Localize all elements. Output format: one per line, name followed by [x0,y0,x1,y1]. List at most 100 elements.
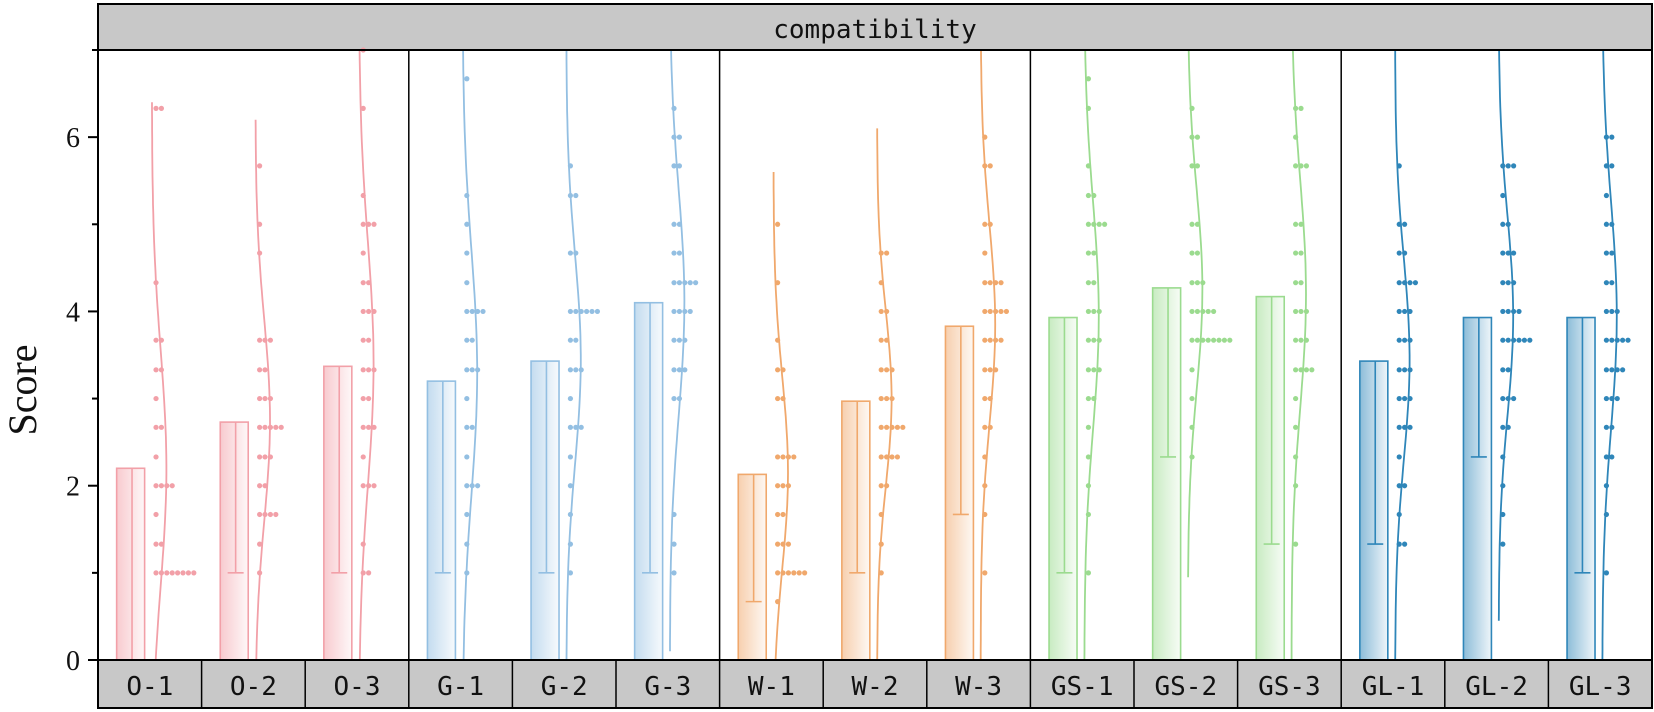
data-point [682,367,688,373]
data-point [257,337,263,343]
data-point [1396,454,1402,460]
data-point [1298,367,1304,373]
bar [1566,316,1596,661]
data-point [1091,250,1097,256]
category-label: W-3 [955,672,1002,702]
data-point [1402,221,1408,227]
data-point [464,570,470,576]
data-point [676,134,683,140]
data-point [878,483,884,489]
data-point [1293,367,1299,373]
bar [219,421,250,661]
data-point [1189,280,1195,286]
category-label: G-2 [541,672,588,702]
data-point [1227,337,1233,343]
data-point [1102,221,1108,227]
data-point [1003,308,1010,315]
category-label: O-1 [126,672,173,702]
data-point [1298,250,1304,256]
data-point [671,134,677,140]
data-point [1500,280,1506,286]
data-point [1603,134,1610,140]
data-point [1500,395,1506,402]
data-point [464,250,470,256]
category-label: O-2 [230,672,277,702]
data-point [1085,192,1092,199]
data-point [1194,221,1201,227]
data-point [257,541,263,547]
data-point [1609,134,1615,140]
data-point [153,454,159,460]
bar [737,473,768,661]
data-point [993,308,999,315]
data-point [982,367,988,373]
data-point [775,541,781,547]
data-point [567,511,574,518]
data-point [164,483,170,489]
data-point [884,337,890,343]
bar [841,400,871,661]
data-point [1402,367,1408,373]
data-point [884,483,890,489]
data-point [573,424,579,430]
data-point [1396,395,1402,402]
bar [1048,316,1078,661]
data-point [1293,395,1299,402]
title-strip [97,3,1653,51]
data-point [1407,424,1413,430]
data-point [987,163,993,169]
data-point [780,541,786,547]
data-point [1085,424,1092,430]
data-point [153,541,159,547]
data-point [780,570,786,576]
data-point [257,221,263,227]
data-point [360,105,366,111]
data-point [982,280,988,286]
data-point [1396,424,1402,430]
data-point [567,367,574,373]
bar [633,301,664,661]
data-point [671,337,677,343]
data-point [464,454,470,460]
data-point [987,280,993,286]
data-point [1189,337,1195,343]
data-point [1221,337,1228,343]
data-point [366,221,372,227]
data-point [1293,280,1299,286]
data-point [1603,395,1610,402]
data-point [1396,367,1402,373]
data-point [1298,337,1304,343]
data-point [671,250,677,256]
data-point [1298,280,1304,286]
data-point [1091,395,1097,402]
data-point [982,511,988,518]
data-point [982,395,988,402]
data-point [164,570,170,576]
data-point [1500,163,1506,169]
data-point [371,367,377,373]
data-point [262,395,268,402]
data-point [682,280,688,286]
data-point [785,570,792,576]
data-point [780,511,786,518]
data-point [1516,337,1522,343]
data-point [1194,250,1201,256]
data-point [1396,511,1402,518]
data-point [584,308,590,315]
data-point [469,424,475,430]
data-point [464,280,470,286]
data-point [567,308,574,315]
data-point [1194,134,1201,140]
data-point [1609,395,1615,402]
data-point [878,395,884,402]
data-point [578,367,584,373]
data-point [1396,541,1402,547]
data-point [993,337,999,343]
data-point [371,483,377,489]
data-point [578,308,584,315]
data-point [1402,424,1408,430]
data-point [982,454,988,460]
data-point [158,541,165,547]
category-label: GL-2 [1465,672,1528,702]
data-point [1614,395,1620,402]
